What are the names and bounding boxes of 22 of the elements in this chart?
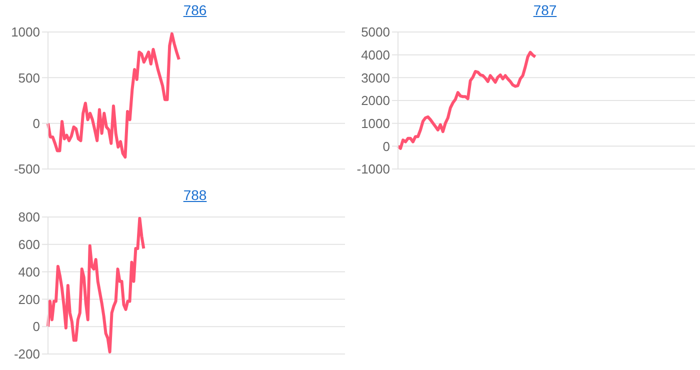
chart-title: 786 <box>182 1 208 20</box>
line-series <box>46 32 180 159</box>
chart-title: 788 <box>182 186 208 205</box>
y-tick-label: 200 <box>18 292 40 307</box>
chart-title: 787 <box>532 1 558 20</box>
y-tick-label: 1000 <box>361 116 390 131</box>
y-tick-label: 0 <box>382 138 390 154</box>
y-tick-label: 2000 <box>361 93 390 108</box>
y-tick-label: 400 <box>18 264 40 280</box>
y-tick-label: -200 <box>14 346 40 362</box>
y-tick-label: 5000 <box>361 24 390 40</box>
y-tick-label: 4000 <box>361 47 390 62</box>
line-series <box>396 50 537 150</box>
y-tick-label: 500 <box>18 70 40 86</box>
y-tick-label: -500 <box>14 162 40 177</box>
y-tick-label: 3000 <box>361 70 390 86</box>
y-tick-label: 600 <box>18 237 40 252</box>
y-tick-label: 0 <box>32 319 40 334</box>
y-tick-label: 800 <box>18 210 40 225</box>
y-tick-label: 1000 <box>11 24 40 40</box>
y-tick-label: 0 <box>32 116 40 131</box>
y-tick-label: -1000 <box>356 162 390 177</box>
